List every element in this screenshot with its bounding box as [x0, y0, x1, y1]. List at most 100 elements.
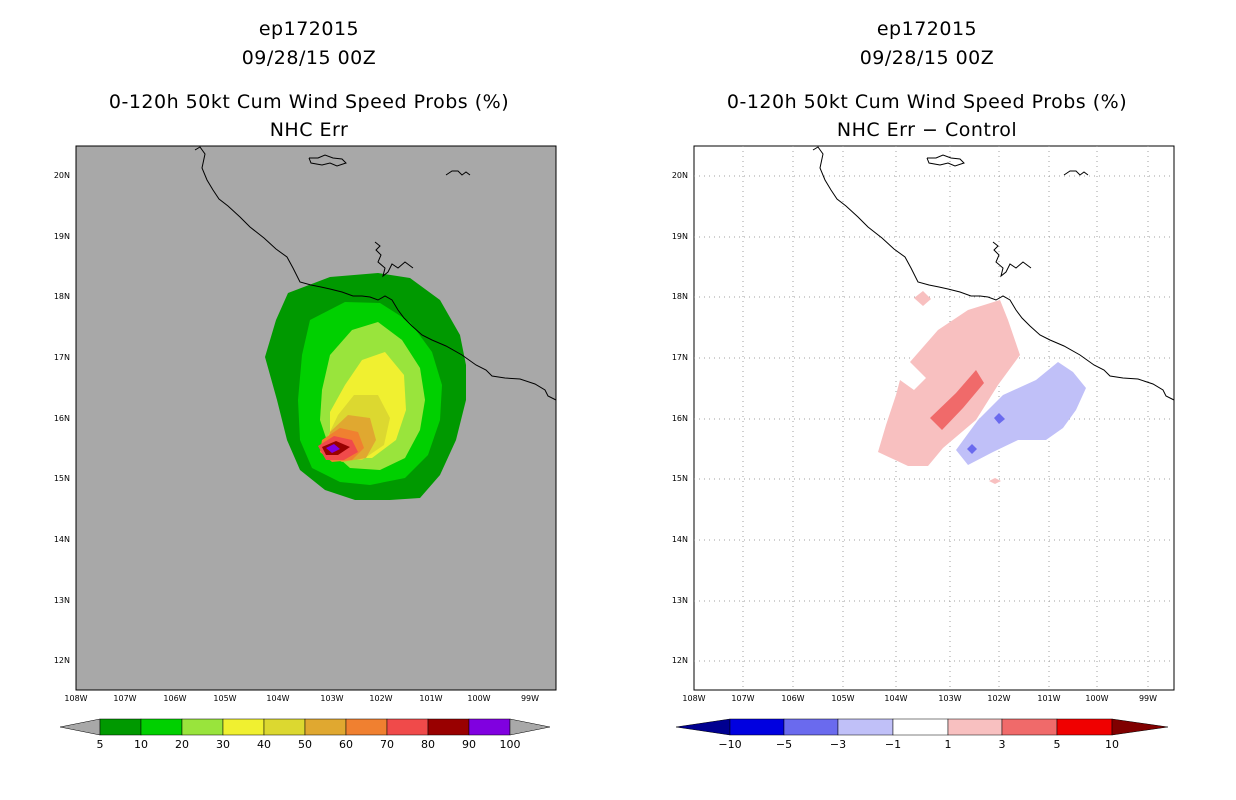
colorbar-end-left: [675, 718, 731, 736]
forecast-time: 09/28/15 00Z: [241, 47, 377, 69]
colorbar-label: 50: [298, 738, 312, 751]
colorbar-label: 1: [944, 738, 952, 751]
colorbar-label: 60: [339, 738, 353, 751]
graticule: [694, 146, 1174, 690]
lon-label: 107W: [113, 694, 137, 703]
coastline: [194, 146, 557, 401]
lon-label: 105W: [831, 694, 855, 703]
colorbar-label: −3: [829, 738, 847, 751]
lat-label: 20N: [53, 171, 70, 180]
diff-positive-strong: [930, 370, 984, 430]
colorbar-label: 20: [175, 738, 189, 751]
colorbar-bin: [263, 718, 306, 736]
lon-label: 103W: [938, 694, 962, 703]
lon-label: 104W: [266, 694, 290, 703]
colorbar-label: 90: [462, 738, 476, 751]
lon-label: 107W: [731, 694, 755, 703]
colorbar-label: 80: [421, 738, 435, 751]
colorbar-bin: [386, 718, 429, 736]
colorbar-label: 30: [216, 738, 230, 751]
lat-label: 15N: [671, 474, 688, 483]
lat-label: 18N: [671, 292, 688, 301]
diff-negative: [956, 362, 1086, 465]
lon-label: 103W: [320, 694, 344, 703]
diff-positive-small: [914, 291, 931, 306]
colorbar-bin: [468, 718, 511, 736]
colorbar-bin: [181, 718, 224, 736]
colorbar-bin: [140, 718, 183, 736]
colorbar-end-right: [1111, 718, 1169, 736]
baja-islets: [992, 241, 1032, 278]
lat-label: 19N: [53, 232, 70, 241]
lat-label: 20N: [671, 171, 688, 180]
colorbar-label: 40: [257, 738, 271, 751]
lon-label: 104W: [884, 694, 908, 703]
lon-label: 101W: [419, 694, 443, 703]
map-left: [75, 145, 557, 691]
lon-label: 108W: [64, 694, 88, 703]
forecast-time: 09/28/15 00Z: [859, 47, 995, 69]
lat-label: 19N: [671, 232, 688, 241]
panel-nhc-err-minus-control: ep172015 09/28/15 00Z 0-120h 50kt Cum Wi…: [618, 0, 1236, 800]
difference-contours: [878, 291, 1086, 484]
product-title: 0-120h 50kt Cum Wind Speed Probs (%): [726, 91, 1128, 113]
colorbar-label: 10: [134, 738, 148, 751]
colorbar-bin: [99, 718, 142, 736]
colorbar-bin: [837, 718, 894, 736]
experiment-name: NHC Err: [269, 119, 349, 141]
island-east: [1063, 170, 1089, 176]
coastline: [812, 146, 1175, 401]
colorbar-end-left: [59, 718, 101, 736]
lon-label: 102W: [987, 694, 1011, 703]
colorbar-bin: [427, 718, 470, 736]
diff-positive-dot: [989, 478, 1001, 484]
colorbar-label: 10: [1105, 738, 1119, 751]
lat-label: 17N: [53, 353, 70, 362]
lon-label: 105W: [213, 694, 237, 703]
colorbar-label: 70: [380, 738, 394, 751]
colorbar-bin: [783, 718, 839, 736]
colorbar-label: 100: [499, 738, 521, 751]
lat-label: 14N: [53, 535, 70, 544]
contour-90: [326, 444, 340, 453]
colorbar-bin: [1001, 718, 1058, 736]
lon-label: 108W: [682, 694, 706, 703]
island-north: [926, 154, 965, 167]
lat-label: 12N: [53, 656, 70, 665]
lat-label: 15N: [53, 474, 70, 483]
lon-label: 100W: [1085, 694, 1109, 703]
lon-label: 102W: [369, 694, 393, 703]
colorbar-bin: [1056, 718, 1113, 736]
lat-label: 12N: [671, 656, 688, 665]
colorbar-label: −5: [775, 738, 793, 751]
lon-label: 100W: [467, 694, 491, 703]
island-east: [445, 170, 471, 176]
lon-label: 99W: [1138, 694, 1158, 703]
product-title: 0-120h 50kt Cum Wind Speed Probs (%): [108, 91, 510, 113]
lat-label: 14N: [671, 535, 688, 544]
colorbar-label: −10: [718, 738, 742, 751]
colorbar-end-right: [509, 718, 551, 736]
colorbar-bin: [345, 718, 388, 736]
colorbar-bin: [222, 718, 265, 736]
experiment-name: NHC Err − Control: [836, 119, 1018, 141]
colorbar-label: 5: [1053, 738, 1061, 751]
lat-label: 18N: [53, 292, 70, 301]
lat-label: 13N: [53, 596, 70, 605]
diff-negative-strong-1: [994, 413, 1005, 424]
lon-label: 101W: [1037, 694, 1061, 703]
lat-label: 13N: [671, 596, 688, 605]
colorbar-right: [675, 718, 1169, 736]
colorbar-bin: [947, 718, 1003, 736]
lat-label: 16N: [53, 414, 70, 423]
diff-positive: [878, 300, 1020, 466]
lon-label: 106W: [163, 694, 187, 703]
colorbar-left: [59, 718, 551, 736]
colorbar-bin: [729, 718, 785, 736]
lat-label: 17N: [671, 353, 688, 362]
colorbar-label: 5: [96, 738, 104, 751]
colorbar-bin: [892, 718, 949, 736]
map-right: [693, 145, 1175, 691]
colorbar-label: −1: [884, 738, 902, 751]
lat-label: 16N: [671, 414, 688, 423]
